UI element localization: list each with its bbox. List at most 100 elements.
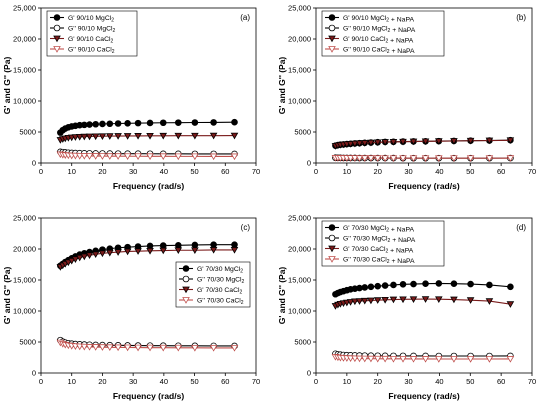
x-axis-title: Frequency (rad/s) [113, 181, 184, 191]
data-point [360, 140, 369, 147]
data-point [123, 248, 132, 256]
data-point [435, 356, 443, 363]
data-point [399, 281, 407, 288]
plot-area [40, 7, 257, 164]
legend-marker [328, 46, 336, 53]
data-point [75, 254, 84, 262]
legend-marker [182, 297, 190, 304]
data-point [450, 138, 458, 145]
legend-entry: G'' 90/10 CaCl2 [68, 46, 115, 55]
data-point [373, 155, 382, 162]
data-point [191, 247, 199, 254]
data-point [75, 133, 84, 141]
data-point [98, 133, 107, 140]
data-point [146, 242, 154, 250]
y-axis-title: G' and G'' (Pa) [277, 57, 287, 115]
data-point [389, 355, 398, 363]
data-point [381, 282, 389, 289]
y-tick-label: 15,000 [13, 276, 36, 285]
data-point [467, 280, 474, 288]
data-point [91, 153, 100, 160]
series-3 [331, 137, 515, 150]
data-point [106, 120, 114, 128]
data-point [360, 155, 369, 162]
data-point [134, 153, 142, 160]
legend-entry: G'' 90/10 MgCl2 + NaPA [343, 25, 416, 34]
y-tick-label: 10,000 [13, 307, 36, 316]
y-tick-label: 0 [307, 159, 311, 168]
data-point [421, 296, 430, 303]
chart-panel-2: 0 10 20 30 40 50 60 70 0 5000 10,000 15,000 20,000 25… [277, 4, 536, 191]
panel-tag: (a) [240, 13, 250, 22]
y-tick-label: 20,000 [13, 245, 36, 254]
x-tick-label: 10 [68, 167, 76, 176]
data-point [134, 133, 142, 140]
data-point [71, 256, 80, 263]
data-point [191, 119, 199, 126]
data-point [85, 252, 94, 259]
legend-box [321, 220, 445, 267]
data-point [360, 297, 369, 305]
data-point [71, 134, 80, 141]
data-point [409, 155, 418, 162]
y-axis-title: G' and G'' (Pa) [2, 57, 12, 115]
plot-area [315, 217, 533, 374]
data-point [231, 241, 238, 248]
x-tick-label: 0 [39, 377, 43, 386]
data-point [146, 119, 154, 127]
x-tick-label: 40 [435, 167, 443, 176]
data-point [174, 153, 183, 161]
data-point [355, 140, 364, 148]
x-tick-label: 20 [98, 167, 106, 176]
data-point [159, 132, 168, 140]
data-point [421, 155, 430, 162]
chart-panel-1: 0 10 20 30 40 50 60 70 0 5000 10,000 15,000 20,000 25… [2, 4, 260, 191]
x-tick-label: 50 [466, 377, 474, 386]
data-point [351, 298, 359, 306]
data-point [91, 133, 100, 141]
legend-entry: G'' 70/30 CaCl2 + NaPA [343, 256, 415, 265]
y-tick-label: 25,000 [288, 4, 311, 13]
data-point [506, 301, 515, 308]
data-point [80, 343, 89, 351]
legend-marker [328, 256, 336, 263]
data-point [409, 296, 418, 303]
data-point [80, 133, 89, 141]
legend-entry: G' 70/30 MgCl2 [197, 266, 243, 275]
x-tick-label: 40 [160, 377, 168, 386]
y-tick-label: 20,000 [13, 35, 36, 44]
legend-marker [53, 14, 61, 21]
data-point [80, 253, 89, 261]
data-point [191, 153, 199, 161]
data-point [159, 247, 168, 255]
legend-entry: G' 90/10 CaCl2 + NaPA [343, 36, 414, 45]
y-tick-label: 10,000 [13, 97, 36, 106]
x-tick-label: 70 [528, 167, 536, 176]
data-point [159, 119, 167, 127]
legend-marker [328, 14, 336, 21]
data-point [410, 280, 417, 288]
x-tick-label: 10 [343, 167, 351, 176]
data-point [80, 153, 89, 160]
legend-marker [328, 224, 336, 231]
data-point [367, 355, 375, 363]
data-point [230, 345, 239, 352]
data-point [466, 137, 475, 145]
data-point [355, 355, 364, 363]
data-point [351, 140, 359, 148]
legend-marker [182, 275, 190, 283]
y-tick-label: 0 [307, 369, 311, 378]
data-point [360, 355, 369, 363]
series-4 [56, 339, 239, 352]
data-point [124, 120, 131, 127]
series-1 [57, 118, 238, 136]
data-point [174, 247, 183, 254]
x-tick-label: 50 [190, 167, 198, 176]
data-point [506, 137, 515, 145]
panel-tag: (b) [516, 13, 526, 22]
data-point [230, 153, 239, 161]
legend-marker [182, 265, 190, 272]
x-tick-label: 0 [314, 377, 318, 386]
